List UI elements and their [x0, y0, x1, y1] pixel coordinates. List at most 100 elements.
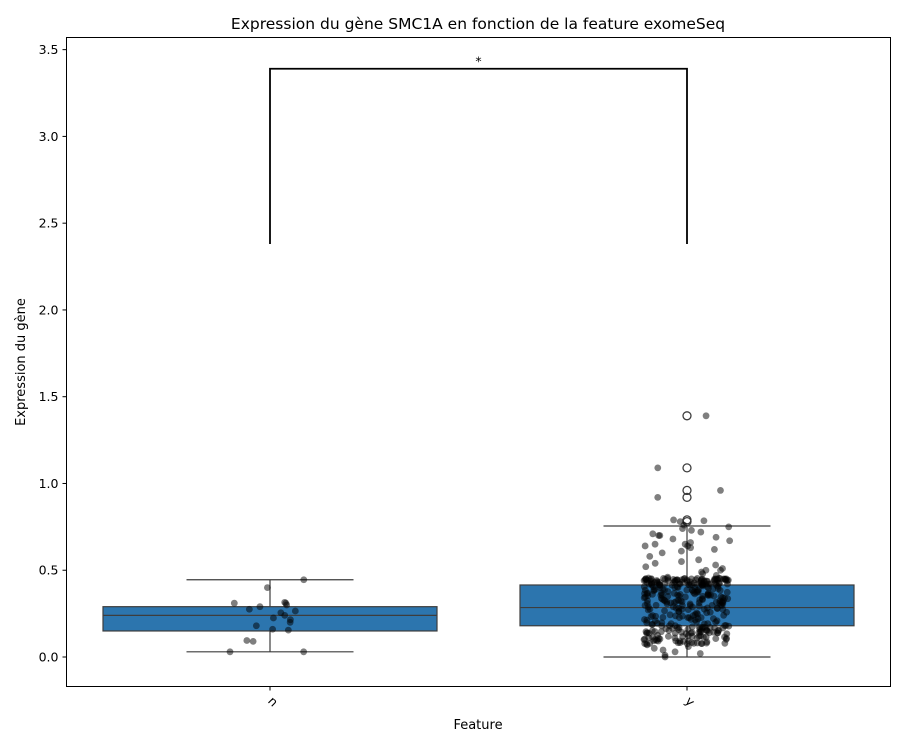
y-tick-label: 1.5 — [39, 389, 59, 404]
y-tick-label: 1.0 — [39, 476, 59, 491]
data-point — [695, 632, 703, 640]
data-point — [725, 523, 733, 531]
data-point — [691, 611, 699, 618]
data-point — [703, 577, 710, 585]
data-point — [688, 623, 696, 631]
data-point — [655, 635, 663, 642]
data-point — [252, 622, 260, 630]
data-point — [700, 517, 708, 525]
data-point — [269, 625, 277, 633]
data-point — [649, 621, 656, 628]
data-point — [671, 578, 679, 586]
data-point — [723, 630, 731, 638]
data-point — [243, 637, 251, 644]
data-point — [640, 636, 648, 644]
data-point — [647, 579, 655, 587]
significance-bracket — [269, 67, 688, 244]
data-point — [695, 556, 703, 564]
data-point — [660, 596, 668, 604]
data-point — [661, 653, 669, 661]
data-point — [656, 532, 664, 539]
box-n — [102, 606, 438, 632]
data-point — [695, 602, 703, 610]
data-point — [245, 605, 253, 613]
data-point — [674, 584, 682, 591]
data-point — [230, 599, 238, 607]
data-point — [291, 607, 299, 615]
data-point — [669, 624, 676, 632]
significance-label: * — [475, 54, 481, 69]
data-point — [669, 535, 677, 543]
data-point — [712, 618, 720, 626]
data-point — [300, 576, 308, 584]
data-point — [654, 464, 662, 472]
y-tick-label: 2.5 — [39, 216, 59, 231]
data-point — [646, 605, 654, 613]
data-point — [694, 588, 702, 596]
y-tick-label: 2.0 — [39, 302, 59, 317]
data-point — [703, 626, 711, 634]
data-point — [697, 528, 705, 536]
data-point — [684, 632, 692, 640]
data-point — [264, 584, 271, 591]
data-point — [693, 639, 701, 647]
data-point — [649, 590, 656, 598]
outlier-point — [682, 492, 692, 503]
data-point — [642, 563, 650, 571]
data-point — [300, 648, 308, 656]
data-point — [675, 596, 682, 604]
data-point — [659, 614, 667, 621]
data-point — [648, 627, 656, 635]
data-point — [722, 635, 730, 643]
data-point — [654, 493, 662, 501]
data-point — [658, 619, 666, 627]
data-point — [643, 590, 651, 597]
data-point — [226, 648, 234, 656]
data-point — [651, 540, 659, 548]
data-point — [711, 546, 718, 553]
data-point — [687, 544, 694, 552]
data-point — [704, 620, 712, 628]
data-point — [656, 581, 664, 589]
data-point — [643, 641, 651, 649]
data-point — [281, 598, 289, 606]
data-point — [700, 605, 708, 613]
outlier-point — [682, 485, 692, 496]
x-axis-label: Feature — [453, 718, 502, 733]
data-point — [643, 619, 651, 627]
data-point — [652, 601, 660, 609]
chart-title: Expression du gène SMC1A en fonction de … — [231, 15, 725, 33]
data-point — [671, 648, 679, 656]
boxplots — [102, 411, 855, 658]
data-point — [659, 646, 667, 654]
data-point — [651, 559, 659, 567]
data-point — [678, 605, 686, 613]
data-point — [725, 622, 733, 630]
data-point — [696, 650, 704, 657]
data-point — [716, 597, 724, 605]
data-point — [717, 566, 724, 574]
data-point — [670, 589, 678, 597]
data-point — [664, 632, 672, 640]
data-point — [679, 525, 686, 532]
data-point — [270, 614, 277, 622]
data-point — [649, 530, 657, 538]
data-point — [679, 612, 686, 620]
y-axis-label: Expression du gène — [14, 298, 29, 426]
outlier-point — [682, 411, 692, 421]
y-axis: 0.0 0.5 1.0 1.5 2.0 2.5 3.0 3.5 — [39, 42, 67, 665]
data-point — [702, 412, 710, 420]
data-point — [676, 639, 684, 646]
data-point — [642, 575, 650, 583]
data-point — [277, 609, 285, 617]
data-point — [683, 576, 691, 584]
data-point — [249, 637, 257, 645]
data-point — [664, 577, 672, 585]
data-point — [717, 487, 724, 494]
data-point — [712, 533, 720, 541]
data-point — [698, 580, 706, 588]
data-point — [284, 626, 292, 634]
data-point — [677, 547, 685, 555]
